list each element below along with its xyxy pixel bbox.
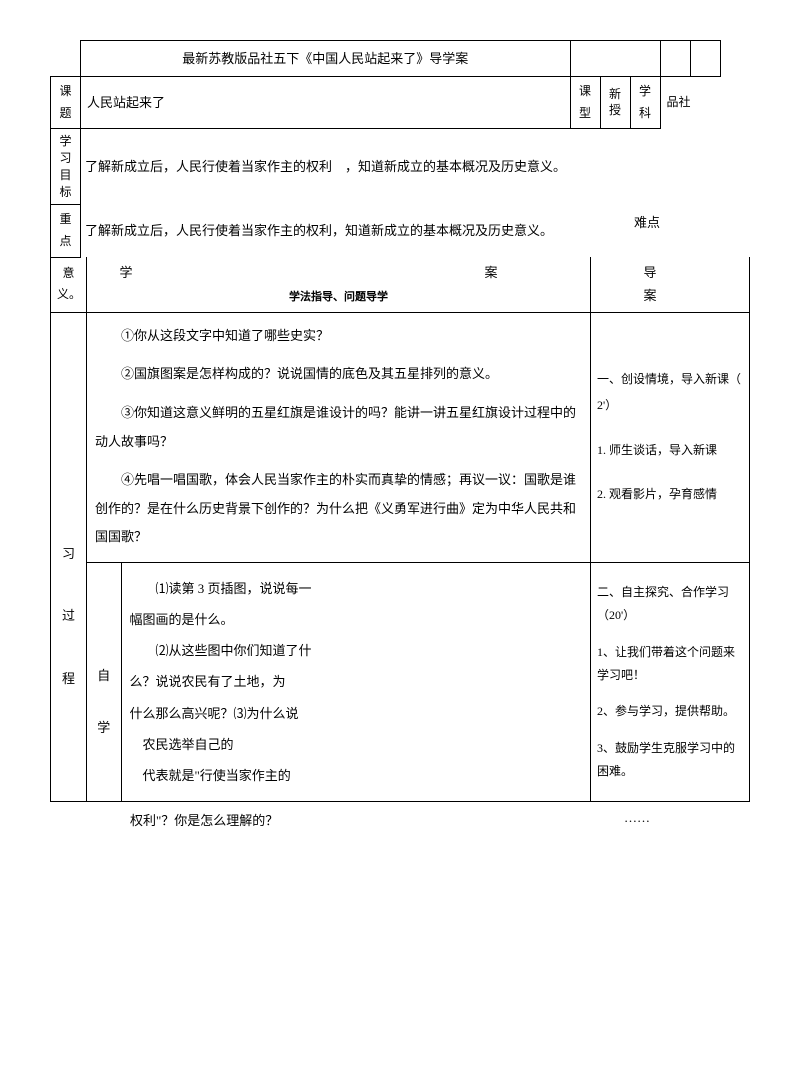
keypoint-text: 了解新成立后，人民行使着当家作主的权利，知道新成立的基本概况及历史意义。 [85, 223, 553, 238]
type-value: 新授 [600, 77, 630, 129]
method-label: 学法指导、问题导学 [289, 291, 388, 303]
footer-right: …… [624, 810, 650, 829]
question-1: ①你从这段文字中知道了哪些史实？ [95, 322, 582, 351]
meta-row: 课题 人民站起来了 课型 新授 学科 品社 [51, 77, 751, 129]
guide-1: 一、创设情境，导入新课（ 2'） [597, 366, 743, 419]
difficulty-label: 难点 [634, 211, 660, 234]
content-table: 习 过 程 ①你从这段文字中知道了哪些史实？ ②国旗图案是怎样构成的？说说国情的… [50, 312, 750, 802]
type-label: 课型 [570, 77, 600, 129]
guide-4: 二、自主探究、合作学习 [597, 581, 743, 604]
keypoint-row: 重点 了解新成立后，人民行使着当家作主的权利，知道新成立的基本概况及历史意义。 … [51, 205, 751, 257]
guide-2: 1. 师生谈话，导入新课 [597, 437, 743, 463]
section-header-table: 意义。 学 案 学法指导、问题导学 导 案 [50, 257, 750, 313]
guide-6: 1、让我们带着这个问题来学习吧！ [597, 641, 743, 687]
process-label-2: 过 [53, 600, 84, 633]
guide-3: 2. 观看影片，孕育感情 [597, 481, 743, 507]
subject-value: 品社 [660, 77, 750, 129]
guide-column-label: 导 案 [643, 265, 800, 303]
footer-row: 权利"？你是怎么理解的？ …… [50, 802, 750, 829]
footer-left: 权利"？你是怎么理解的？ [130, 810, 278, 829]
topic-value: 人民站起来了 [81, 77, 571, 129]
guide-8: 3、鼓励学生克服学习中的困难。 [597, 737, 743, 783]
sub-5: 什么那么高兴呢？⑶为什么说 [130, 698, 583, 729]
question-2: ②国旗图案是怎样构成的？说说国情的底色及其五星排列的意义。 [95, 360, 582, 389]
process-label-1: 习 [53, 538, 84, 571]
self-label-1: 自 [89, 660, 119, 693]
question-3: ③你知道这意义鲜明的五星红旗是谁设计的吗？能讲一讲五星红旗设计过程中的动人故事吗… [95, 399, 582, 456]
goal-text: 了解新成立后，人民行使着当家作主的权利 ，知道新成立的基本概况及历史意义。 [81, 129, 751, 205]
sub-6: 农民选举自己的 [130, 729, 583, 760]
study-column-label: 学 案 [119, 265, 557, 280]
lesson-plan-table: 最新苏教版品社五下《中国人民站起来了》导学案 课题 人民站起来了 课型 新授 学… [50, 40, 750, 258]
column-header-row: 意义。 学 案 学法指导、问题导学 导 案 [51, 257, 750, 313]
topic-label: 课题 [51, 77, 81, 129]
process-label-3: 程 [53, 663, 84, 696]
self-study-inner: 自 学 ⑴读第 3 页插图，说说每一 幅图画的是什么。 ⑵从这些图中你们知道了什… [87, 563, 590, 801]
guide-7: 2、参与学习，提供帮助。 [597, 700, 743, 723]
sub-3: ⑵从这些图中你们知道了什 [130, 635, 583, 666]
self-label-2: 学 [89, 712, 119, 745]
keypoint-label: 重点 [51, 205, 81, 257]
goal-label: 学习目标 [51, 129, 81, 205]
sub-7: 代表就是"行使当家作主的 [130, 760, 583, 791]
goal-row: 学习目标 了解新成立后，人民行使着当家作主的权利 ，知道新成立的基本概况及历史意… [51, 129, 751, 205]
question-4: ④先唱一唱国歌，体会人民当家作主的朴实而真挚的情感；再议一议：国歌是谁创作的？是… [95, 466, 582, 552]
sub-1: ⑴读第 3 页插图，说说每一 [130, 573, 583, 604]
doc-title: 最新苏教版品社五下《中国人民站起来了》导学案 [81, 41, 571, 77]
sub-4: 么？说说农民有了土地，为 [130, 666, 583, 697]
guide-5: （20'） [597, 604, 743, 627]
title-row: 最新苏教版品社五下《中国人民站起来了》导学案 [51, 41, 751, 77]
sub-2: 幅图画的是什么。 [130, 604, 583, 635]
subject-label: 学科 [630, 77, 660, 129]
